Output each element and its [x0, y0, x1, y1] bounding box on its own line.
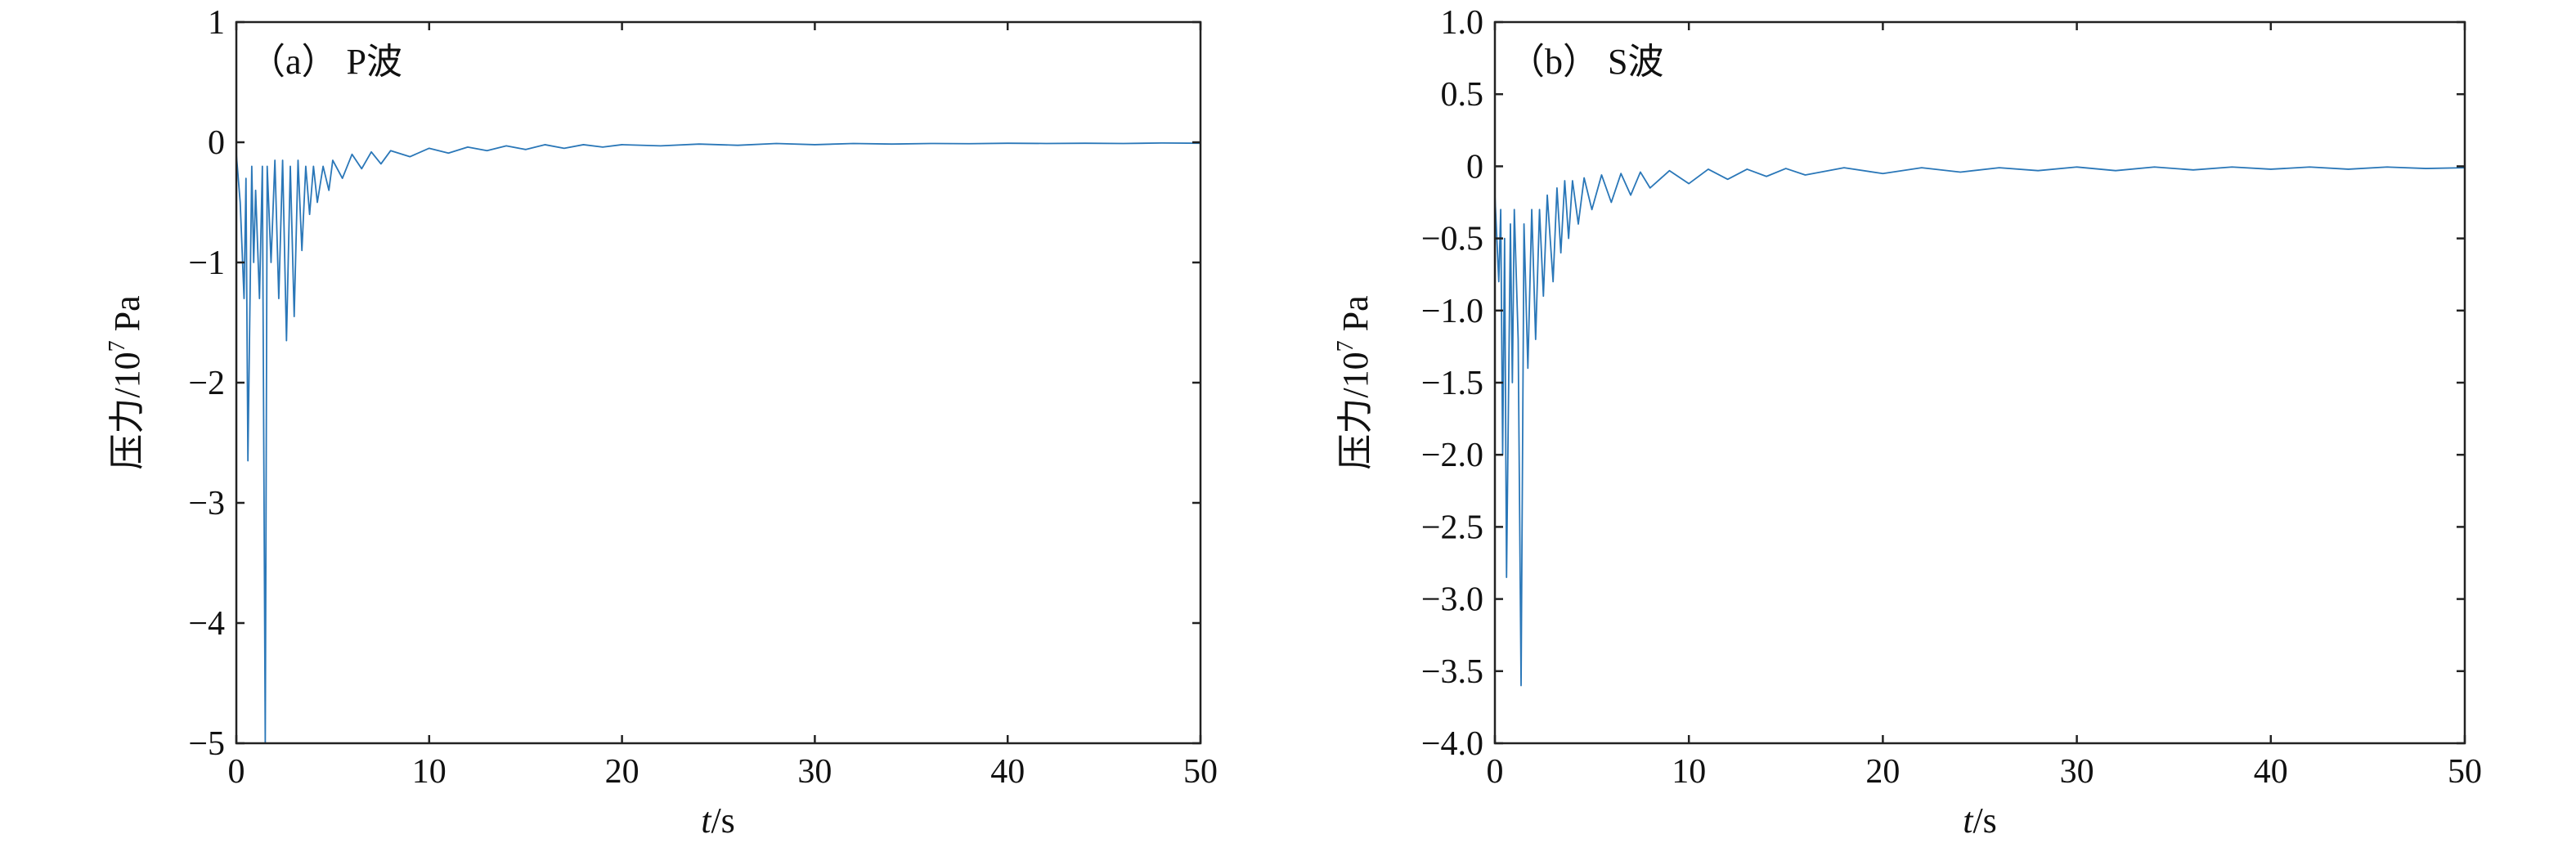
panel-a-y-axis-label: 压力/107 Pa [105, 295, 147, 469]
panel-a-marks [236, 141, 1201, 744]
panel-a-y-tick-label: −3 [188, 485, 225, 522]
panel-b-y-tick-label: −1.0 [1421, 293, 1483, 330]
panel-b-x-ticks: 0 10 20 30 40 50 [1487, 22, 2482, 791]
panel-a-x-tick-label: 40 [990, 753, 1025, 791]
panel-a-y-tick-label: −1 [188, 244, 225, 282]
panel-b-y-ticks: 1.0 0.5 0 −0.5 −1.0 −1.5 −2.0 −2.5 −3.0 −3.5 −4.0 [1421, 4, 2465, 763]
panel-b-x-axis-label: t/s [1963, 800, 1997, 841]
panel-b-marks [1494, 166, 2466, 687]
panel-a-y-tick-label: −2 [188, 365, 225, 402]
panel-b-x-tick-label: 40 [2254, 753, 2288, 791]
panel-b-x-tick-label: 20 [1865, 753, 1900, 791]
panel-a-x-axis-var: t [701, 800, 712, 841]
panel-a-x-axis-unit: /s [711, 800, 734, 841]
panel-a-y-tick-label: −5 [188, 725, 225, 763]
panel-b-y-tick-label: −2.5 [1421, 509, 1483, 546]
panel-a-series-0-line [236, 141, 1201, 744]
panel-b-y-tick-label: −0.5 [1421, 221, 1483, 258]
panel-a-y-axis-unit: Pa [107, 295, 147, 340]
panel-b-series-0-line [1494, 166, 2466, 687]
panel-b-x-tick-label: 50 [2448, 753, 2482, 791]
panel-a-y-tick-label: 1 [208, 4, 225, 42]
panel-b-y-axis-main: 压力/10 [1335, 352, 1376, 469]
panel-b-x-tick-label: 30 [2060, 753, 2094, 791]
panel-a-x-tick-label: 50 [1183, 753, 1218, 791]
panel-b-y-axis-unit: Pa [1335, 295, 1376, 340]
panel-a-x-tick-label: 30 [797, 753, 832, 791]
panel-b-y-tick-label: 0.5 [1441, 76, 1484, 114]
panel-b-y-tick-label: 0 [1466, 148, 1483, 186]
panel-b-y-tick-label: −4.0 [1421, 725, 1483, 763]
panel-a-label: （a） P波 [249, 42, 402, 82]
panel-b-y-tick-label: −3.0 [1421, 581, 1483, 619]
panel-b-x-tick-label: 10 [1672, 753, 1706, 791]
panel-b-y-tick-label: −3.5 [1421, 653, 1483, 691]
panel-a: 0 10 20 30 40 50 10−1−2−3−4−5 （a） P波 t/s 压力/1… [105, 4, 1218, 841]
panel-a-plot-frame [235, 20, 1202, 745]
panel-b-y-tick-label: −1.5 [1421, 365, 1483, 402]
panel-b-x-axis-var: t [1963, 800, 1974, 841]
panel-b-label: （b） S波 [1509, 42, 1663, 82]
panel-b-x-tick-label: 0 [1487, 753, 1504, 791]
panel-b-y-axis-exponent: 7 [1333, 340, 1358, 352]
panel-a-y-ticks: 1 0 −1 −2 −3 −4 −5 [188, 4, 1200, 763]
panel-a-y-tick-label: −4 [188, 605, 225, 643]
panel-b-y-tick-label: −2.0 [1421, 437, 1483, 474]
panel-b: 0 10 20 30 40 50 1.0 0.5 0 −0.5 −1.0 −1.5 −2.0 −2.5 −… [1333, 4, 2482, 841]
panel-a-x-tick-label: 10 [412, 753, 447, 791]
panel-a-x-tick-label: 20 [605, 753, 640, 791]
panel-a-x-tick-label: 0 [228, 753, 245, 791]
panel-b-plot-frame [1493, 20, 2466, 745]
panel-b-x-axis-unit: /s [1972, 800, 1996, 841]
panel-a-y-axis-main: 压力/10 [107, 352, 147, 469]
panel-b-y-axis-label: 压力/107 Pa [1333, 295, 1376, 469]
panel-a-x-ticks: 0 10 20 30 40 50 [228, 22, 1218, 791]
panel-b-y-tick-label: 1.0 [1441, 4, 1484, 42]
panel-a-x-axis-label: t/s [701, 800, 735, 841]
panel-a-y-axis-exponent: 7 [105, 340, 130, 352]
panel-a-y-tick-label: 0 [208, 124, 225, 162]
